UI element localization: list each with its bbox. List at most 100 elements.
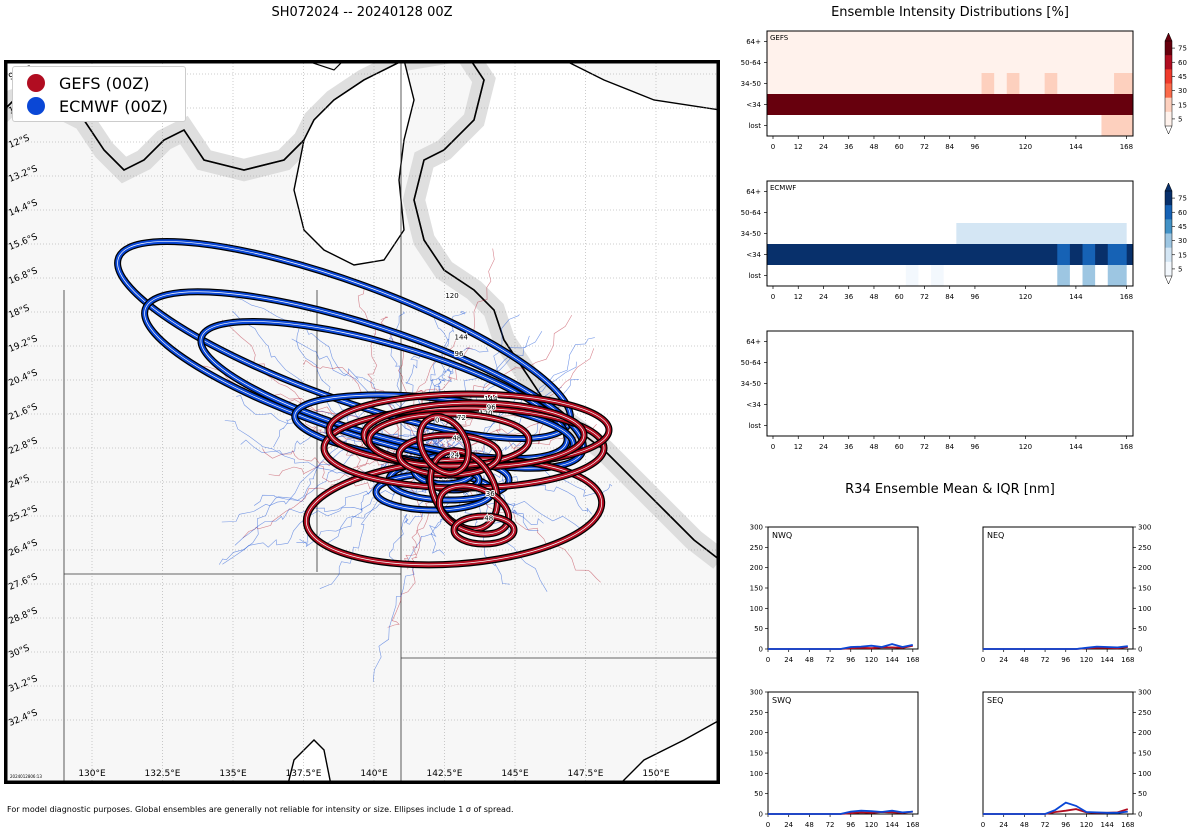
colorbar-swatch (1165, 261, 1172, 277)
y-tick-label: 300 (1138, 524, 1151, 532)
panel-name: ECMWF (770, 184, 796, 192)
y-tick-label: 64+ (746, 338, 761, 346)
x-tick-label: 24 (999, 821, 1008, 829)
intensity-panel-empty: 64+ 50-64 34-50 <34 lost 0 12 24 36 48 60 72 84 96 120… (741, 330, 1134, 451)
footnote: For model diagnostic purposes. Global en… (7, 805, 514, 814)
map-gridlines (6, 62, 718, 782)
colorbar-tick-label: 5 (1178, 115, 1182, 123)
y-tick-label: 100 (750, 770, 763, 778)
x-tick-label: 168 (1121, 656, 1134, 664)
y-tick-label: 250 (1138, 709, 1151, 717)
y-tick-label: 0 (1138, 811, 1142, 819)
x-tick-label: 144 (1069, 293, 1083, 301)
x-tick-label: 24 (819, 443, 828, 451)
y-tick-label: <34 (746, 401, 761, 409)
x-tick-label: 144 (1100, 656, 1114, 664)
x-tick-label: 168 (1121, 821, 1134, 829)
x-tick-label: 24 (784, 821, 793, 829)
y-tick-label: 50 (754, 790, 763, 798)
intensity-panel-gefs: GEFS 75 60 45 30 15 5 64+ 50-64 34-50 <34 lost 0 12 24… (741, 30, 1187, 151)
x-tick-label: 144 (885, 656, 899, 664)
heatmap-cell (767, 244, 1133, 265)
y-tick-label: 50-64 (741, 359, 762, 367)
legend-item-gefs: GEFS (00Z) (27, 72, 149, 94)
colorbar-tick-label: 5 (1178, 265, 1182, 273)
colorbar-frame (1164, 40, 1173, 127)
heatmap-cell (767, 31, 1133, 52)
x-tick-label: 144 (1100, 821, 1114, 829)
x-tick-label: 36 (844, 143, 853, 151)
colorbar-extend-max (1164, 32, 1173, 42)
x-tick-label: 36 (844, 293, 853, 301)
ellipse-label: 36 (486, 490, 495, 498)
x-tick-label: 24 (819, 143, 828, 151)
colorbar-tick-label: 15 (1178, 251, 1187, 259)
gefs-marker-icon (27, 74, 45, 92)
x-tick-label: 96 (1061, 656, 1070, 664)
colorbar-tick-label: 60 (1178, 59, 1187, 67)
lon-tick-label: 140°E (360, 769, 388, 779)
y-tick-label: 0 (1138, 646, 1142, 654)
y-tick-label: <34 (746, 251, 761, 259)
heatmap-cell (1101, 115, 1133, 136)
x-tick-label: 48 (870, 143, 879, 151)
ecmwf-marker-icon (27, 97, 45, 115)
colorbar-swatch (1165, 205, 1172, 220)
colorbar-frame (1164, 190, 1173, 277)
x-tick-label: 120 (1019, 293, 1032, 301)
x-tick-label: 24 (819, 293, 828, 301)
x-tick-label: 0 (771, 443, 775, 451)
heatmap-cell (1082, 265, 1096, 286)
ecmwf-r34-line (983, 645, 1128, 650)
y-tick-label: 0 (759, 811, 763, 819)
x-tick-label: 72 (920, 143, 929, 151)
y-tick-label: <34 (746, 101, 761, 109)
heatmap-cell (956, 223, 1127, 244)
intensity-panels: GEFS 75 60 45 30 15 5 64+ 50-64 34-50 <34 lost 0 12 24… (741, 30, 1187, 451)
x-tick-label: 120 (865, 656, 878, 664)
heatmap-cell (905, 265, 919, 286)
x-tick-label: 96 (970, 293, 979, 301)
ecmwf-r34-line (983, 801, 1128, 815)
quadrant-label: SEQ (987, 696, 1003, 705)
y-tick-label: 34-50 (741, 380, 761, 388)
colorbar-extend-min (1164, 275, 1173, 285)
y-tick-label: 250 (750, 709, 763, 717)
y-tick-label: 150 (750, 750, 763, 758)
x-tick-label: 24 (999, 656, 1008, 664)
x-tick-label: 12 (794, 143, 803, 151)
colorbar-tick-label: 15 (1178, 101, 1187, 109)
r34-panel-neq: NEQ 0 50 100 150 200 250 300 0 24 48 72 96 120 144 168 (981, 524, 1152, 665)
y-tick-label: 50 (1138, 625, 1147, 633)
y-tick-label: 300 (750, 689, 763, 697)
gefs-ellipse-highlight (305, 458, 603, 566)
colorbar-swatch (1165, 219, 1172, 234)
heatmap-cell (767, 94, 1133, 115)
ecmwf-track (388, 311, 414, 460)
colorbar-swatch (1165, 83, 1172, 99)
panel-frame (982, 691, 1134, 815)
y-tick-label: 200 (1138, 564, 1151, 572)
ellipse-label: 144 (484, 395, 498, 403)
x-tick-label: 48 (870, 443, 879, 451)
ellipse-label: 0 (435, 417, 439, 425)
heatmap-cell (1114, 73, 1133, 94)
ecmwf-r34-line (768, 809, 913, 815)
y-tick-label: 50 (754, 625, 763, 633)
x-tick-label: 0 (771, 293, 775, 301)
gefs-ellipse-highlight (368, 413, 530, 467)
gefs-track (357, 283, 400, 435)
x-tick-label: 72 (1041, 656, 1050, 664)
x-tick-label: 48 (1020, 656, 1029, 664)
colorbar-swatch (1165, 41, 1172, 56)
x-tick-label: 60 (895, 443, 904, 451)
x-tick-label: 168 (1120, 443, 1133, 451)
y-tick-label: 300 (1138, 689, 1151, 697)
ellipse-label: 96 (455, 350, 464, 358)
heatmap-cell (767, 52, 1133, 73)
x-tick-label: 84 (945, 443, 954, 451)
x-tick-label: 72 (826, 656, 835, 664)
x-tick-label: 96 (1061, 821, 1070, 829)
colorbar-tick-label: 30 (1178, 87, 1187, 95)
x-tick-label: 168 (906, 821, 919, 829)
